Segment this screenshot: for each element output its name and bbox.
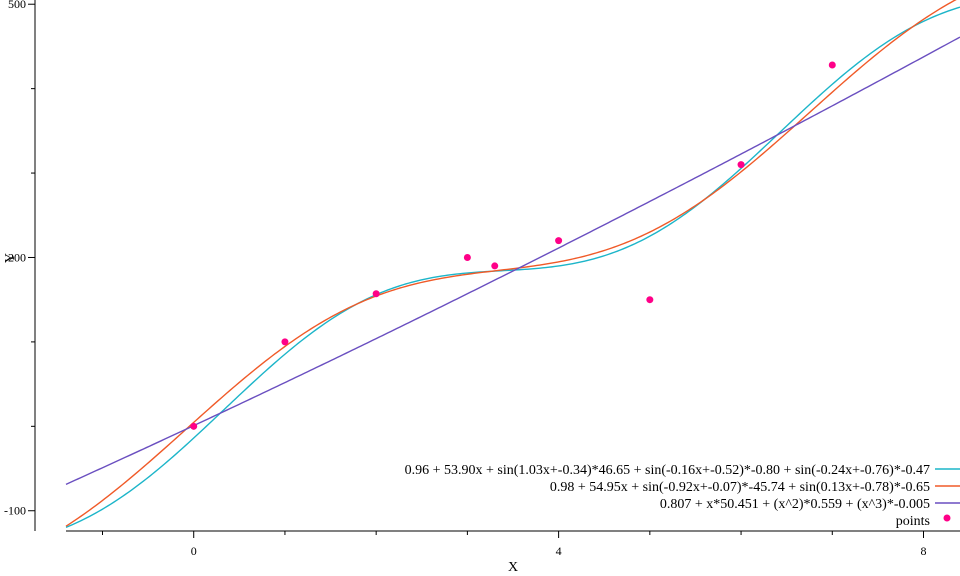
y-tick-label-1: 200	[8, 250, 26, 264]
data-point	[828, 61, 836, 69]
x-tick-label-1: 4	[556, 544, 562, 558]
fit-curves	[65, 0, 960, 529]
data-points	[190, 61, 836, 430]
x-tick-label-2: 8	[921, 544, 927, 558]
data-point	[737, 161, 745, 169]
data-point	[463, 253, 471, 261]
y-axis-title: Y	[3, 253, 18, 263]
y-tick-label-2: 500	[8, 0, 26, 11]
legend-marker-points	[943, 514, 951, 522]
data-point	[372, 290, 380, 298]
fit-curve-2	[65, 0, 957, 527]
legend: 0.96 + 53.90x + sin(1.03x+-0.34)*46.65 +…	[405, 463, 960, 529]
data-point	[281, 338, 289, 346]
legend-label-series-3: 0.807 + x*50.451 + (x^2)*0.559 + (x^3)*-…	[660, 497, 930, 512]
legend-label-series-2: 0.98 + 54.95x + sin(-0.92x+-0.07)*-45.74…	[550, 480, 930, 495]
data-point	[555, 237, 563, 245]
data-point	[646, 296, 654, 304]
data-point	[491, 262, 499, 270]
axis-ticks: 0 4 8 -100 200 500	[4, 0, 927, 558]
fit-curve-3	[65, 36, 960, 485]
data-point	[190, 422, 198, 430]
fit-curve-1	[65, 6, 960, 529]
legend-label-points: points	[896, 514, 930, 529]
x-axis-title: X	[508, 560, 518, 575]
y-tick-label-0: -100	[4, 504, 26, 518]
legend-label-series-1: 0.96 + 53.90x + sin(1.03x+-0.34)*46.65 +…	[405, 463, 930, 478]
x-tick-label-0: 0	[191, 544, 197, 558]
